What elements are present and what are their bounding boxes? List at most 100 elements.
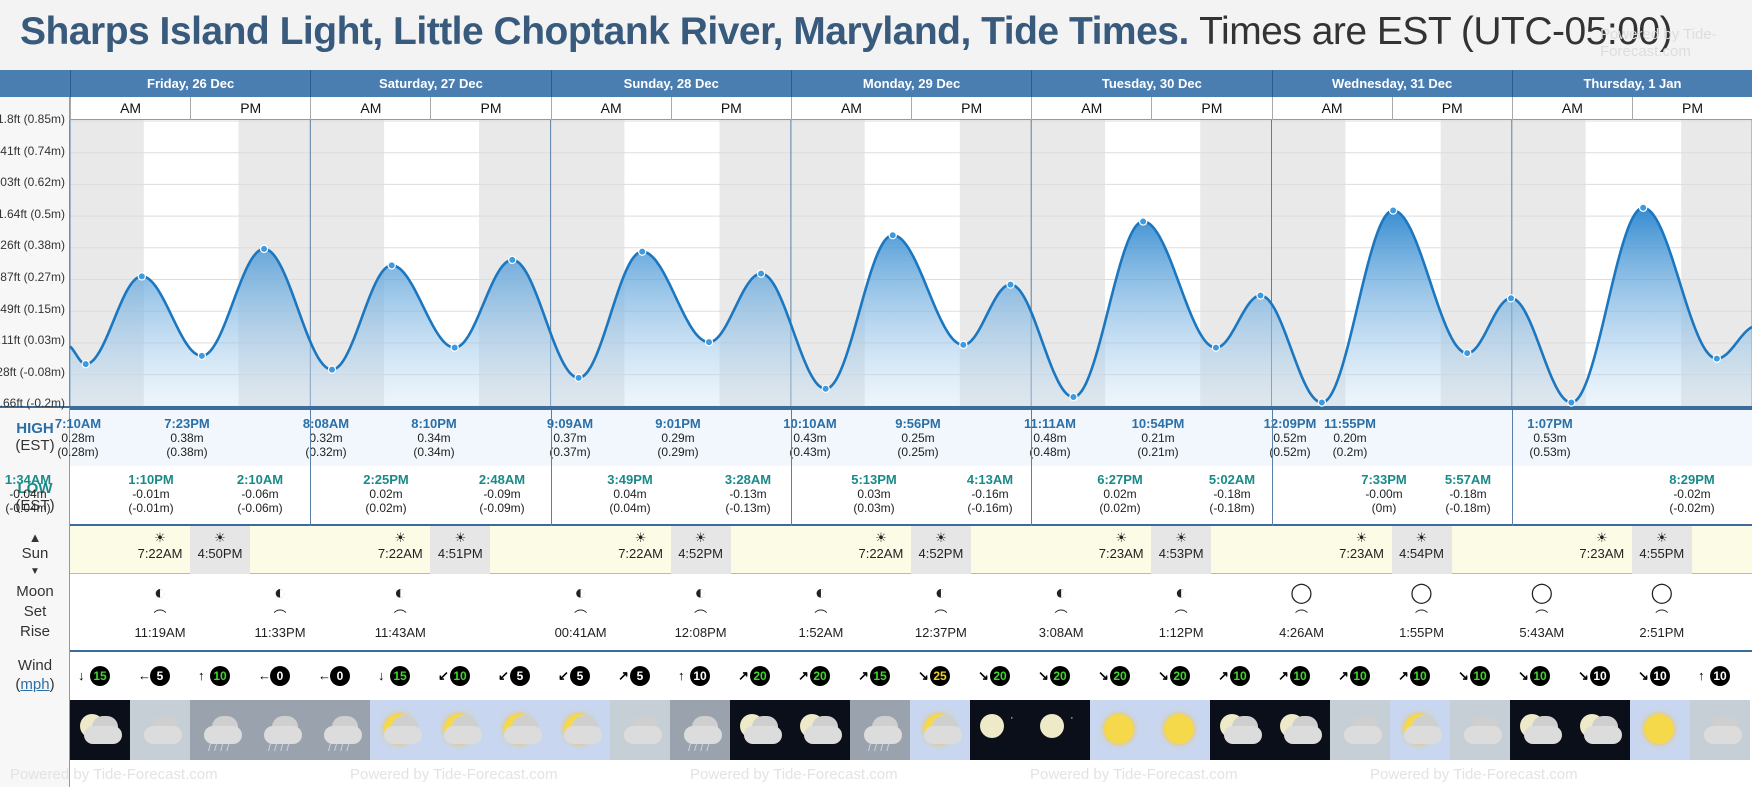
tide-extreme-point: [1006, 280, 1015, 289]
watermark: Powered by Tide-Forecast.com: [1030, 766, 1238, 783]
title-bar: Sharps Island Light, Little Choptank Riv…: [0, 0, 1752, 70]
tide-extreme-point: [959, 340, 968, 350]
moonset-cell: ◯ ⌒ 2:51PM: [1632, 580, 1692, 640]
wind-direction-icon: ↑: [1698, 668, 1705, 683]
moonset-icon: ⌒: [934, 609, 948, 624]
high-tide: 9:56PM 0.25m (0.25m): [878, 417, 958, 460]
day-header-bar: Friday, 26 Dec Saturday, 27 Dec Sunday, 28…: [0, 70, 1752, 97]
tide-extreme-point: [1317, 398, 1327, 407]
tide-extreme-point: [137, 272, 146, 281]
weather-icon: [430, 700, 490, 760]
moon-phase-cell: ◐ ⌒ 11:43AM: [370, 580, 430, 640]
wind-direction-icon: ↙: [558, 668, 569, 683]
y-tick-label: 2.41ft (0.74m): [0, 143, 65, 158]
day-separator: [1511, 466, 1513, 526]
low-label: LOW (EST): [0, 480, 70, 514]
wind-direction-icon: ↗: [798, 668, 809, 683]
title-timezone: Times are EST (UTC-05:00): [1199, 10, 1673, 53]
weather-icon: [790, 700, 850, 760]
mph-link[interactable]: mph: [20, 676, 50, 693]
moonset-time: 11:33PM: [254, 625, 306, 640]
high-tide-value-alt: (0.48m): [1029, 445, 1071, 459]
high-tide-value: 0.52m: [1273, 431, 1307, 445]
high-tide: 10:54PM 0.21m (0.21m): [1118, 417, 1198, 460]
rain-icon: / / / /: [688, 742, 710, 754]
ampm-row: AM PM AM PM AM PM AM PM AM PM AM PM AM PM: [70, 97, 1752, 120]
moonset-cell: ◐ ⌒ 1:12PM: [1151, 580, 1211, 640]
high-tide-value: 0.21m: [1141, 431, 1175, 445]
sun-icon: [1164, 714, 1194, 744]
low-tide: 1:34AM -0.04m (-0.04m): [0, 473, 68, 516]
am-label: AM: [790, 97, 911, 120]
low-tide-value: -0.04m: [9, 487, 47, 501]
cloud-icon: [1464, 726, 1502, 744]
wind-speed-badge: 20: [990, 666, 1010, 686]
high-tide-time: 11:11AM: [1023, 416, 1077, 431]
wind-direction-icon: ←: [258, 668, 271, 683]
moon-phase-icon: ◯: [1650, 582, 1673, 604]
low-tide: 2:10AM -0.06m (-0.06m): [220, 473, 300, 516]
sunset-time: 4:52PM: [918, 546, 964, 561]
high-tide: 12:09PM 0.52m (0.52m): [1250, 417, 1330, 460]
wind-speed-badge: 10: [1470, 666, 1490, 686]
moon-phase-icon: ◐: [574, 582, 587, 604]
moon-phase-icon: ◯: [1530, 582, 1553, 604]
high-tide-value-alt: (0.32m): [305, 445, 347, 459]
watermark: Powered by Tide-Forecast.com: [690, 766, 898, 783]
high-tide-value-alt: (0.37m): [549, 445, 591, 459]
low-tide-value-alt: (-0.18m): [1209, 501, 1255, 515]
tide-extreme-point: [450, 343, 459, 352]
moonset-time: 1:12PM: [1158, 625, 1204, 640]
day-header: Wednesday, 31 Dec: [1271, 70, 1512, 97]
high-tide-value: 0.29m: [661, 431, 695, 445]
moonrise-time: 3:08AM: [1038, 625, 1084, 640]
moon-phase-cell: ◐ ⌒ 11:19AM: [130, 580, 190, 640]
tide-extreme-point: [638, 247, 647, 256]
sunrise-icon: ☀: [1595, 530, 1608, 545]
tide-extreme-point: [574, 373, 583, 383]
wind-direction-icon: ↘: [1518, 668, 1529, 683]
wind-direction-icon: ↓: [78, 668, 85, 683]
sunrise-icon: ☀: [394, 530, 407, 545]
am-label: AM: [1031, 97, 1151, 120]
moonset-cell: ◯ ⌒ 1:55PM: [1392, 580, 1452, 640]
sunset-icon: ☀: [1655, 530, 1668, 545]
y-tick-label: 0.11ft (0.03m): [0, 333, 65, 348]
wind-direction-icon: ↑: [678, 668, 685, 683]
weather-icon: [1330, 700, 1390, 760]
wind-speed-badge: 10: [1530, 666, 1550, 686]
wind-direction-icon: ↗: [1278, 668, 1289, 683]
cloud-icon: [684, 726, 722, 744]
tide-extreme-point: [1712, 354, 1722, 363]
sunset-icon: ☀: [935, 530, 947, 545]
high-tide-time: 1:07PM: [1527, 416, 1573, 431]
weather-icon: [1570, 700, 1630, 760]
cloud-icon: [144, 726, 182, 744]
pm-label: PM: [670, 97, 791, 120]
sunrise-cell: ☀ 7:22AM: [611, 530, 671, 561]
wind-speed-badge: 10: [1710, 666, 1730, 686]
moon-phase-cell: ◐ ⌒ 00:41AM: [551, 580, 611, 640]
wind-speed-badge: 0: [330, 666, 350, 686]
y-tick-label: 1.26ft (0.38m): [0, 238, 65, 253]
high-tide-value: 0.48m: [1033, 431, 1067, 445]
wind-direction-icon: ↗: [1218, 668, 1229, 683]
sunrise-time: 7:23AM: [1098, 546, 1144, 561]
tide-area: [70, 207, 1752, 408]
sunset-time: 4:55PM: [1639, 546, 1685, 561]
weather-icon: / / / /: [310, 700, 370, 760]
high-tide-value: 0.32m: [309, 431, 343, 445]
high-tide: 9:09AM 0.37m (0.37m): [530, 417, 610, 460]
weather-icon: [1510, 700, 1570, 760]
high-tide: 11:11AM 0.48m (0.48m): [1010, 416, 1090, 460]
moon-rise-label: Rise: [19, 623, 50, 640]
wind-direction-icon: ↙: [498, 668, 509, 683]
cloud-icon: [84, 726, 122, 744]
cloud-icon: [804, 726, 842, 744]
low-tide-row: 1:34AM -0.04m (-0.04m) 1:10PM -0.01m (-0.01m)…: [5, 466, 1752, 526]
low-tide: 4:13AM -0.16m (-0.16m): [950, 473, 1030, 516]
high-label: HIGH (EST): [0, 420, 70, 454]
low-tide-value-alt: (-0.01m): [128, 501, 174, 515]
weather-row: / / / / / / / / / / / / / / / / / / / / · ·: [70, 700, 1752, 760]
wind-speed-badge: 10: [1410, 666, 1430, 686]
